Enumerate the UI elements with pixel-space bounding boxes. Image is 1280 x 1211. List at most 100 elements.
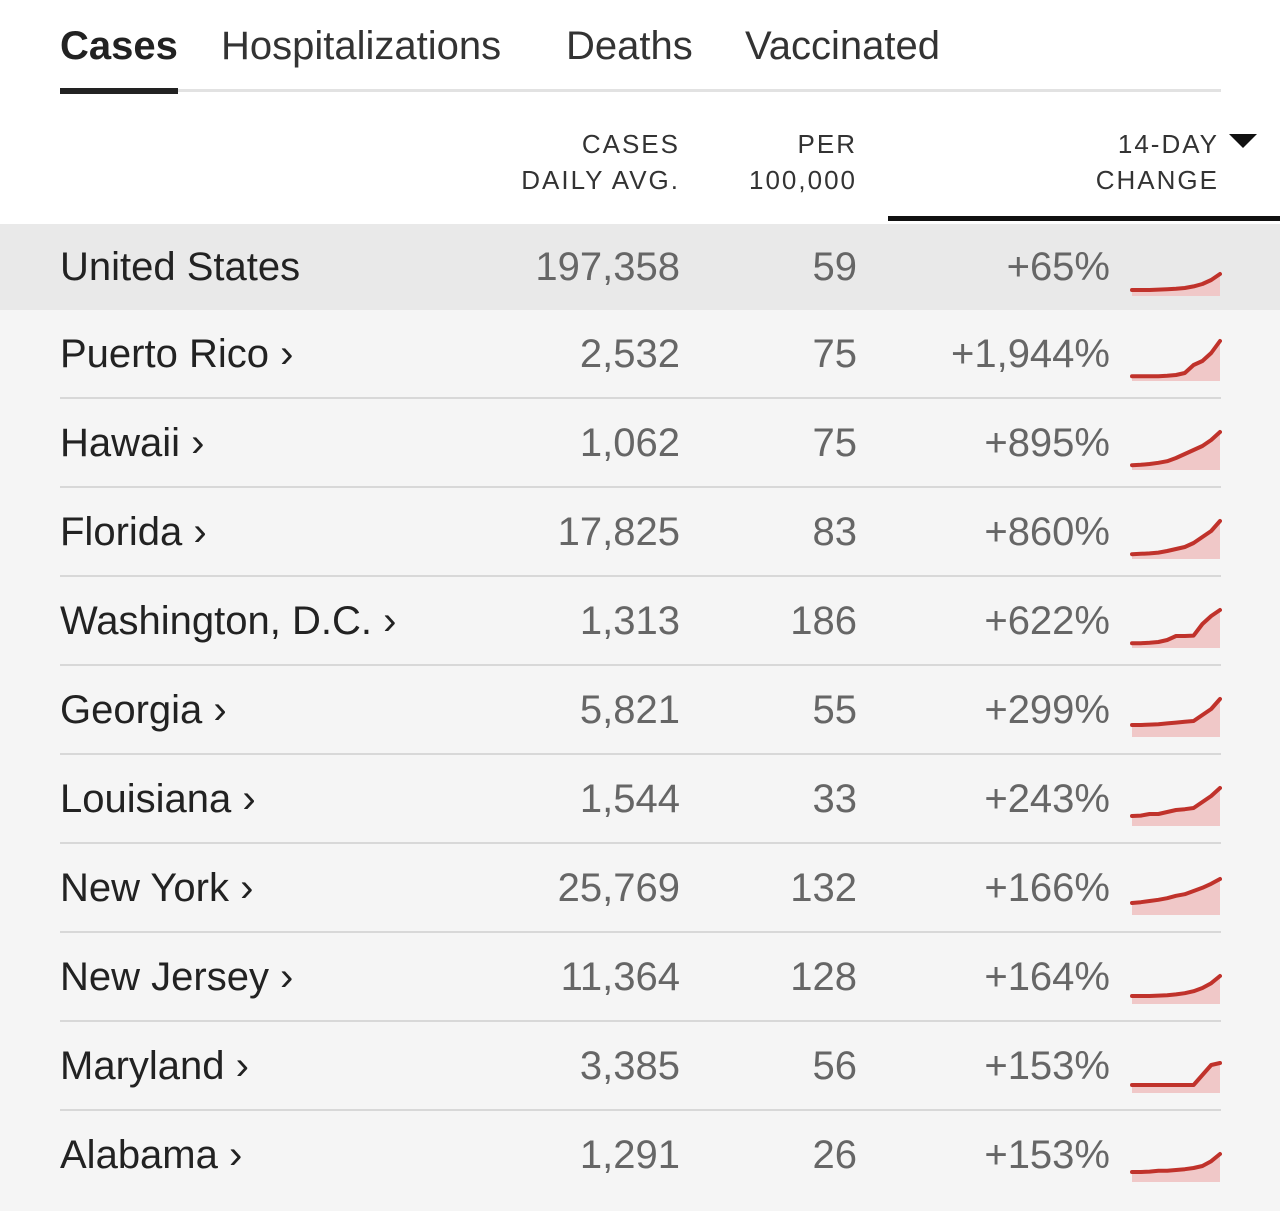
tab-cases[interactable]: Cases [60, 24, 178, 94]
sparkline-line [1130, 519, 1222, 557]
cases-per-100000: 26 [812, 1133, 858, 1177]
trend-sparkline [1130, 877, 1222, 915]
table-row[interactable]: Washington, D.C. › 1,313 186 +622% [0, 577, 1280, 666]
cases-table-body: United States 197,358 59 +65% Puerto Rico › 2… [0, 224, 1280, 1211]
region-name[interactable]: Washington, D.C. › [60, 599, 397, 643]
sparkline-line [1130, 1061, 1222, 1087]
sparkline-area [1132, 432, 1220, 470]
table-row[interactable]: Maryland › 3,385 56 +153% [0, 1022, 1280, 1111]
table-row[interactable]: Florida › 17,825 83 +860% [0, 488, 1280, 577]
table-row[interactable]: Puerto Rico › 2,532 75 +1,944% [0, 310, 1280, 399]
trend-sparkline [1130, 608, 1222, 648]
sparkline-area [1132, 1154, 1220, 1182]
cases-per-100000: 83 [812, 510, 858, 554]
tab-vaccinated[interactable]: Vaccinated [745, 24, 940, 68]
table-row[interactable]: New York › 25,769 132 +166% [0, 844, 1280, 933]
column-header-change-line1: 14-DAY [1117, 129, 1219, 159]
trend-sparkline [1130, 974, 1222, 1004]
fourteen-day-change: +153% [984, 1133, 1110, 1177]
row-divider [60, 753, 1221, 755]
column-header-per-line2: 100,000 [749, 165, 857, 195]
sparkline-line [1130, 339, 1222, 379]
sparkline-area [1132, 788, 1220, 826]
cases-per-100000: 55 [812, 688, 858, 732]
cases-daily-avg: 1,544 [579, 777, 680, 821]
region-name[interactable]: Louisiana › [60, 777, 256, 821]
sparkline-line [1130, 786, 1222, 818]
region-name[interactable]: New Jersey › [60, 955, 294, 999]
cases-per-100000: 128 [790, 955, 857, 999]
region-name[interactable]: New York › [60, 866, 254, 910]
tab-hospitalizations[interactable]: Hospitalizations [221, 24, 502, 68]
table-row[interactable]: Louisiana › 1,544 33 +243% [0, 755, 1280, 844]
table-row[interactable]: Hawaii › 1,062 75 +895% [0, 399, 1280, 488]
fourteen-day-change: +1,944% [950, 332, 1110, 376]
column-header-per-line1: PER [797, 129, 857, 159]
sparkline-area [1132, 976, 1220, 1004]
row-divider [60, 575, 1221, 577]
fourteen-day-change: +622% [984, 599, 1110, 643]
cases-per-100000: 75 [812, 332, 858, 376]
trend-sparkline [1130, 339, 1222, 381]
row-divider [60, 1109, 1221, 1111]
region-name[interactable]: Hawaii › [60, 421, 205, 465]
sparkline-line [1130, 430, 1222, 468]
region-name[interactable]: Florida › [60, 510, 207, 554]
trend-sparkline [1130, 519, 1222, 559]
cases-daily-avg: 5,821 [579, 688, 680, 732]
region-name[interactable]: Puerto Rico › [60, 332, 294, 376]
sparkline-area [1132, 610, 1220, 648]
trend-sparkline [1130, 1152, 1222, 1182]
row-divider [60, 397, 1221, 399]
table-header: CASES DAILY AVG. PER 100,000 14-DAY CHAN… [0, 92, 1280, 224]
fourteen-day-change: +299% [984, 688, 1110, 732]
column-header-cases-daily-avg[interactable]: CASES DAILY AVG. [521, 126, 680, 198]
column-header-14-day-change[interactable]: 14-DAY CHANGE [1096, 126, 1219, 198]
fourteen-day-change: +164% [984, 955, 1110, 999]
trend-sparkline [1130, 697, 1222, 737]
triangle-down-icon[interactable] [1229, 134, 1257, 148]
cases-per-100000: 75 [812, 421, 858, 465]
sparkline-area [1132, 341, 1220, 381]
region-name[interactable]: Georgia › [60, 688, 227, 732]
region-name[interactable]: Maryland › [60, 1044, 249, 1088]
table-row[interactable]: Georgia › 5,821 55 +299% [0, 666, 1280, 755]
cases-per-100000: 132 [790, 866, 857, 910]
row-divider [60, 931, 1221, 933]
region-name[interactable]: Alabama › [60, 1133, 243, 1177]
row-divider [60, 486, 1221, 488]
fourteen-day-change: +65% [1006, 245, 1110, 289]
table-row[interactable]: Alabama › 1,291 26 +153% [0, 1111, 1280, 1200]
cases-daily-avg: 1,291 [579, 1133, 680, 1177]
region-name: United States [60, 245, 301, 289]
fourteen-day-change: +860% [984, 510, 1110, 554]
tab-deaths[interactable]: Deaths [566, 24, 693, 68]
fourteen-day-change: +166% [984, 866, 1110, 910]
cases-daily-avg: 17,825 [557, 510, 680, 554]
cases-per-100000: 59 [812, 245, 858, 289]
table-row[interactable]: New Jersey › 11,364 128 +164% [0, 933, 1280, 1022]
column-header-cases-line2: DAILY AVG. [521, 165, 680, 195]
sparkline-line [1130, 974, 1222, 998]
sparkline-line [1130, 1152, 1222, 1174]
trend-sparkline [1130, 786, 1222, 826]
column-header-change-line2: CHANGE [1095, 165, 1219, 195]
trend-sparkline [1130, 430, 1222, 470]
cases-daily-avg: 197,358 [535, 245, 680, 289]
trend-sparkline [1130, 272, 1222, 296]
cases-per-100000: 33 [812, 777, 858, 821]
row-divider [60, 842, 1221, 844]
cases-per-100000: 56 [812, 1044, 858, 1088]
fourteen-day-change: +243% [984, 777, 1110, 821]
sparkline-area [1132, 521, 1220, 559]
cases-daily-avg: 25,769 [557, 866, 680, 910]
fourteen-day-change: +153% [984, 1044, 1110, 1088]
active-sort-indicator [888, 216, 1280, 221]
cases-daily-avg: 2,532 [579, 332, 680, 376]
fourteen-day-change: +895% [984, 421, 1110, 465]
row-divider [60, 664, 1221, 666]
column-header-per-100000[interactable]: PER 100,000 [749, 126, 857, 198]
trend-sparkline [1130, 1061, 1222, 1093]
row-divider [60, 1020, 1221, 1022]
sparkline-line [1130, 877, 1222, 905]
